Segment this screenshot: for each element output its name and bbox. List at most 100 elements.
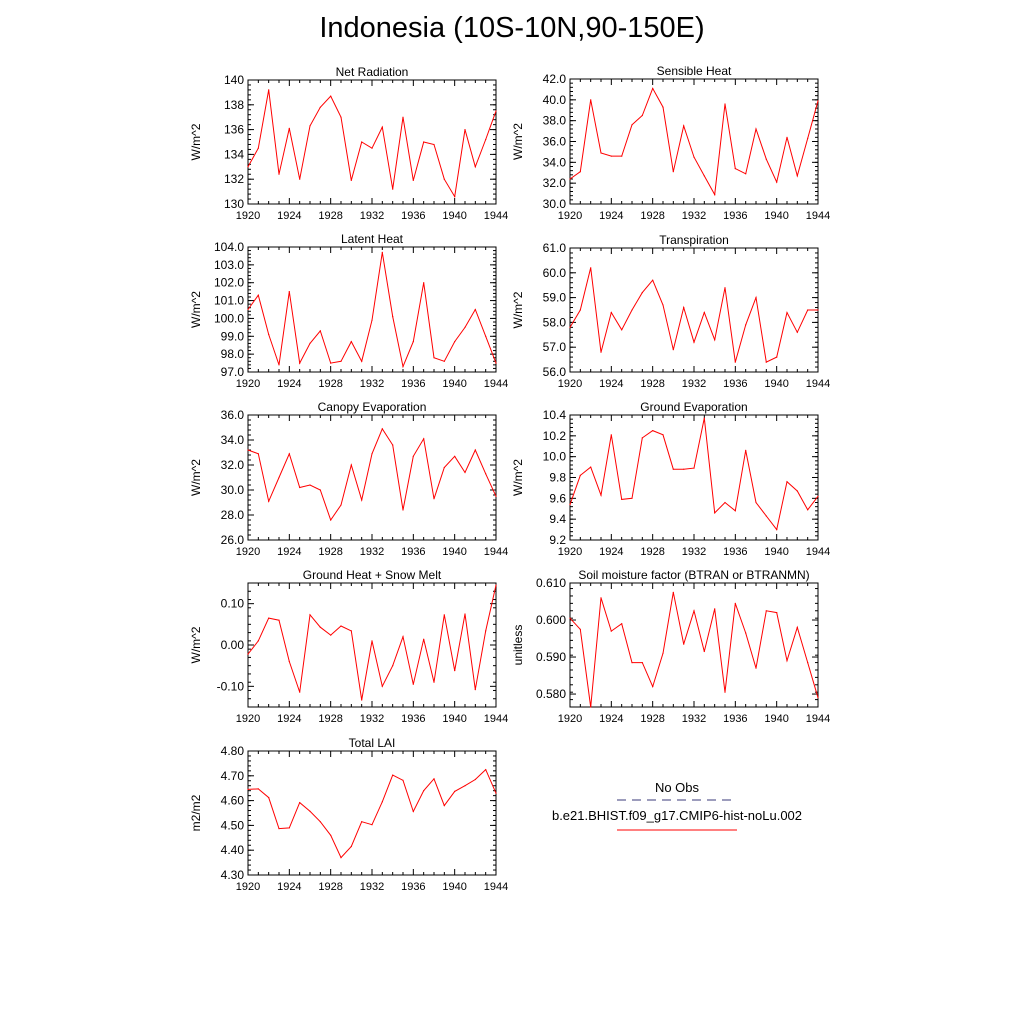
data-point [340, 360, 342, 362]
x-tick-label: 1944 [484, 210, 508, 222]
plot-frame [569, 414, 819, 541]
panel-title: Total LAI [349, 736, 396, 750]
data-point [319, 330, 321, 332]
data-point [714, 194, 716, 196]
data-point [641, 437, 643, 439]
legend-obs-label: No Obs [655, 780, 700, 795]
data-point [683, 125, 685, 127]
data-point [278, 173, 280, 175]
y-tick-label: 97.0 [221, 365, 245, 379]
data-point [309, 614, 311, 616]
y-tick-label: 130 [224, 197, 244, 211]
data-point [745, 324, 747, 326]
data-point [423, 141, 425, 143]
data-point [330, 634, 332, 636]
data-point [631, 124, 633, 126]
data-point [423, 282, 425, 284]
data-point [610, 434, 612, 436]
data-point [454, 196, 456, 198]
x-tick-label: 1932 [360, 713, 384, 725]
data-point [392, 774, 394, 776]
x-tick-label: 1932 [682, 378, 706, 390]
data-point [278, 828, 280, 830]
data-point [807, 309, 809, 311]
data-point [734, 361, 736, 363]
y-axis-label: W/m^2 [511, 459, 525, 496]
data-point [693, 341, 695, 343]
y-tick-label: 56.0 [543, 365, 567, 379]
panel-title: Transpiration [659, 233, 729, 247]
x-tick-label: 1940 [764, 713, 788, 725]
y-tick-label: 4.30 [221, 868, 245, 882]
data-point [361, 699, 363, 701]
data-point [257, 294, 259, 296]
data-point [495, 495, 497, 497]
data-point [693, 610, 695, 612]
data-point [485, 138, 487, 141]
data-point [765, 361, 767, 363]
panel-title: Latent Heat [341, 232, 404, 246]
data-point [381, 685, 383, 687]
x-tick-label: 1940 [442, 546, 466, 558]
data-point [724, 287, 726, 289]
data-point [652, 279, 654, 281]
series-line [247, 252, 497, 369]
y-tick-label: 98.0 [221, 347, 245, 361]
data-point [590, 99, 592, 101]
x-tick-label: 1940 [442, 713, 466, 725]
data-point [340, 504, 342, 506]
data-point [309, 125, 311, 127]
series-line [247, 768, 497, 859]
x-tick-label: 1940 [442, 378, 466, 390]
data-point [621, 623, 623, 625]
y-tick-label: 103.0 [214, 258, 244, 272]
x-tick-label: 1928 [318, 546, 342, 558]
data-point [703, 175, 705, 177]
y-tick-label: 0.00 [221, 638, 245, 652]
x-tick-label: 1924 [277, 881, 301, 893]
x-tick-label: 1944 [484, 881, 508, 893]
data-point [443, 466, 445, 469]
y-tick-label: 9.8 [549, 471, 566, 485]
x-tick-label: 1920 [236, 881, 260, 893]
data-point [381, 801, 383, 803]
data-point [590, 706, 592, 708]
data-point [652, 87, 654, 89]
data-point [350, 630, 352, 632]
y-axis-label: W/m^2 [189, 291, 203, 328]
data-point [412, 683, 414, 685]
y-tick-label: 42.0 [543, 72, 567, 86]
panel-4: Transpiration W/m^2 1920 1924 1928 1932 1936 19… [511, 233, 830, 390]
data-point [247, 788, 249, 791]
data-point [796, 331, 798, 333]
data-point [443, 178, 445, 180]
data-point [610, 155, 612, 157]
y-tick-label: 134 [224, 147, 244, 161]
y-axis-label: m2/m2 [189, 794, 203, 831]
data-point [361, 141, 363, 143]
data-point [464, 326, 466, 328]
legend-model-label: b.e21.BHIST.f09_g17.CMIP6-hist-noLu.002 [552, 808, 802, 823]
data-point [361, 821, 363, 823]
data-point [662, 304, 664, 306]
data-point [703, 650, 705, 653]
data-point [392, 444, 394, 446]
y-axis-label: W/m^2 [511, 123, 525, 160]
panel-1: Net Radiation W/m^2 1920 1924 1928 1932 1936 19… [189, 65, 508, 222]
data-point [600, 494, 602, 496]
y-tick-label: 36.0 [543, 135, 567, 149]
data-point [443, 805, 445, 807]
y-tick-label: -0.10 [217, 679, 245, 693]
y-tick-label: 30.0 [221, 483, 245, 497]
data-point [579, 309, 581, 311]
x-tick-label: 1936 [401, 546, 425, 558]
data-point [402, 116, 404, 118]
data-point [495, 584, 497, 586]
data-point [381, 428, 383, 430]
y-tick-label: 36.0 [221, 408, 245, 422]
data-point [652, 686, 654, 688]
x-tick-label: 1928 [640, 546, 664, 558]
x-tick-label: 1924 [277, 210, 301, 222]
data-point [817, 100, 819, 102]
data-point [569, 178, 571, 180]
